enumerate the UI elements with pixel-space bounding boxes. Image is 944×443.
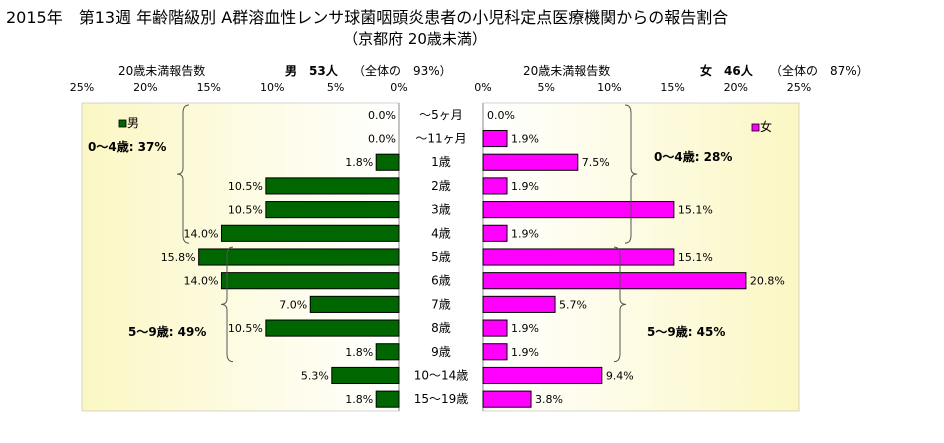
male-group-brace — [176, 104, 190, 244]
male-bar — [375, 343, 400, 361]
female-value-label: 15.1% — [678, 251, 713, 264]
male-value-label: 15.8% — [161, 251, 196, 264]
female-bar — [482, 129, 508, 148]
female-value-label: 1.9% — [511, 133, 539, 146]
category-label: 2歳 — [431, 179, 451, 193]
female-bar — [482, 248, 675, 266]
female-header-count: 女 46人 — [700, 64, 753, 78]
female-bar — [482, 319, 508, 337]
female-value-label: 1.9% — [511, 180, 539, 193]
female-bar — [482, 366, 603, 385]
male-value-label: 14.0% — [184, 227, 219, 240]
left-tick-label: 10% — [260, 81, 284, 94]
male-bar — [309, 295, 400, 313]
female-bar — [482, 272, 747, 290]
male-value-label: 5.3% — [301, 369, 329, 382]
category-label: ～5ヶ月 — [419, 108, 463, 122]
female-value-label: 5.7% — [559, 298, 587, 311]
left-tick-label: 5% — [327, 81, 344, 94]
female-bar — [482, 177, 508, 195]
male-bar — [375, 390, 400, 408]
male-bar — [220, 224, 400, 242]
female-bar — [482, 201, 675, 219]
right-tick-label: 5% — [537, 81, 554, 94]
right-tick-label: 0% — [474, 81, 491, 94]
male-bar — [265, 319, 400, 337]
category-label: 5歳 — [431, 250, 451, 264]
chart-subtitle: （京都府 20歳未満） — [343, 30, 487, 48]
female-value-label: 15.1% — [678, 204, 713, 217]
female-value-label: 1.9% — [511, 346, 539, 359]
female-bar — [482, 153, 579, 171]
female-bar — [482, 224, 508, 242]
female-bar — [482, 343, 508, 361]
category-label: 7歳 — [431, 297, 451, 311]
male-value-label: 7.0% — [279, 298, 307, 311]
right-tick-label: 25% — [787, 81, 811, 94]
male-value-label: 1.8% — [345, 393, 373, 406]
female-group-label: 0～4歳: 28% — [654, 149, 732, 164]
male-value-label: 14.0% — [184, 275, 219, 288]
category-label: 10～14歳 — [414, 368, 469, 382]
left-tick-label: 0% — [390, 81, 407, 94]
female-value-label: 0.0% — [487, 109, 515, 122]
female-bar — [482, 390, 532, 408]
female-group-brace — [613, 246, 627, 363]
legend-male-swatch — [118, 119, 127, 128]
female-bar — [482, 295, 556, 313]
category-label: 8歳 — [431, 321, 451, 335]
category-label: 9歳 — [431, 345, 451, 359]
male-bar — [265, 177, 400, 195]
female-value-label: 1.9% — [511, 227, 539, 240]
legend-male-label: 男 — [127, 116, 139, 130]
left-tick-label: 15% — [197, 81, 221, 94]
category-label: 3歳 — [431, 203, 451, 217]
male-group-label: 5～9歳: 49% — [128, 324, 206, 339]
female-value-label: 9.4% — [606, 369, 634, 382]
male-value-label: 10.5% — [228, 180, 263, 193]
male-header-share: （全体の 93%） — [353, 64, 452, 78]
category-label: 4歳 — [431, 226, 451, 240]
male-bar — [375, 153, 400, 171]
male-value-label: 0.0% — [368, 109, 396, 122]
male-value-label: 10.5% — [228, 322, 263, 335]
female-value-label: 3.8% — [535, 393, 563, 406]
male-value-label: 1.8% — [345, 346, 373, 359]
right-tick-label: 10% — [597, 81, 621, 94]
female-group-brace — [624, 104, 638, 244]
female-value-label: 7.5% — [582, 156, 610, 169]
left-tick-label: 20% — [133, 81, 157, 94]
male-bar — [220, 272, 400, 290]
category-label: 6歳 — [431, 274, 451, 288]
male-value-label: 10.5% — [228, 204, 263, 217]
legend-female-label: 女 — [760, 119, 772, 134]
male-bar — [331, 366, 400, 385]
male-value-label: 1.8% — [345, 156, 373, 169]
male-group-brace — [220, 246, 234, 363]
category-label: 15～19歳 — [414, 392, 469, 406]
female-header-share: （全体の 87%） — [770, 64, 869, 78]
legend-female-swatch — [751, 123, 760, 132]
male-group-label: 0～4歳: 37% — [88, 139, 166, 154]
right-tick-label: 20% — [724, 81, 748, 94]
category-label: 1歳 — [431, 155, 451, 169]
left-tick-label: 25% — [70, 81, 94, 94]
right-tick-label: 15% — [660, 81, 684, 94]
chart-title: 2015年 第13週 年齢階級別 A群溶血性レンサ球菌咽頭炎患者の小児科定点医療… — [6, 8, 729, 27]
male-header-label: 20歳未満報告数 — [118, 64, 206, 78]
category-label: ～11ヶ月 — [415, 132, 466, 146]
male-bar — [198, 248, 400, 266]
female-header-label: 20歳未満報告数 — [523, 64, 611, 78]
female-value-label: 20.8% — [750, 275, 785, 288]
male-header-count: 男 53人 — [285, 64, 338, 78]
female-value-label: 1.9% — [511, 322, 539, 335]
female-group-label: 5～9歳: 45% — [647, 324, 725, 339]
male-bar — [265, 201, 400, 219]
male-value-label: 0.0% — [368, 133, 396, 146]
